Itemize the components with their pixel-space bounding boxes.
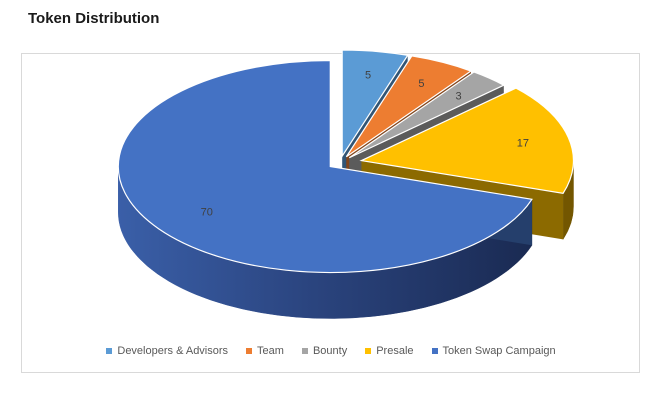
legend-swatch: [301, 348, 308, 354]
legend-label: Presale: [376, 345, 414, 357]
legend-item: Developers & Advisors: [106, 345, 228, 357]
legend-swatch: [365, 348, 372, 354]
slice-team: [345, 55, 473, 158]
slice-bounty: [348, 71, 506, 159]
legend-swatch: [431, 348, 438, 354]
slice-presale: [359, 87, 575, 195]
legend-label: Developers & Advisors: [117, 345, 229, 357]
slice-label-token-swap: 70: [201, 206, 213, 218]
legend-item: Team: [246, 345, 284, 357]
legend-swatch: [246, 348, 253, 354]
legend-label: Team: [257, 345, 284, 357]
legend-label: Bounty: [312, 345, 348, 357]
slice-label-presale: 17: [517, 138, 529, 150]
slice-label-bounty: 3: [456, 91, 462, 103]
slice-label-developers-advisors: 5: [365, 69, 371, 81]
legend-label: Token Swap Campaign: [442, 345, 556, 357]
page-title: Token Distribution: [28, 10, 160, 27]
legend-swatch: [106, 348, 113, 354]
slice-token-swap: [117, 59, 533, 274]
legend-item: Presale: [365, 345, 414, 357]
slice-developers-advisors: [341, 49, 409, 159]
slice-label-team: 5: [418, 78, 424, 90]
pie-layer: 5 5 3 17 70: [117, 49, 575, 319]
legend-item: Bounty: [301, 345, 348, 357]
legend-item: Token Swap Campaign: [431, 345, 556, 357]
chart-legend: Developers & Advisors Team Bounty Presale To…: [0, 345, 662, 357]
